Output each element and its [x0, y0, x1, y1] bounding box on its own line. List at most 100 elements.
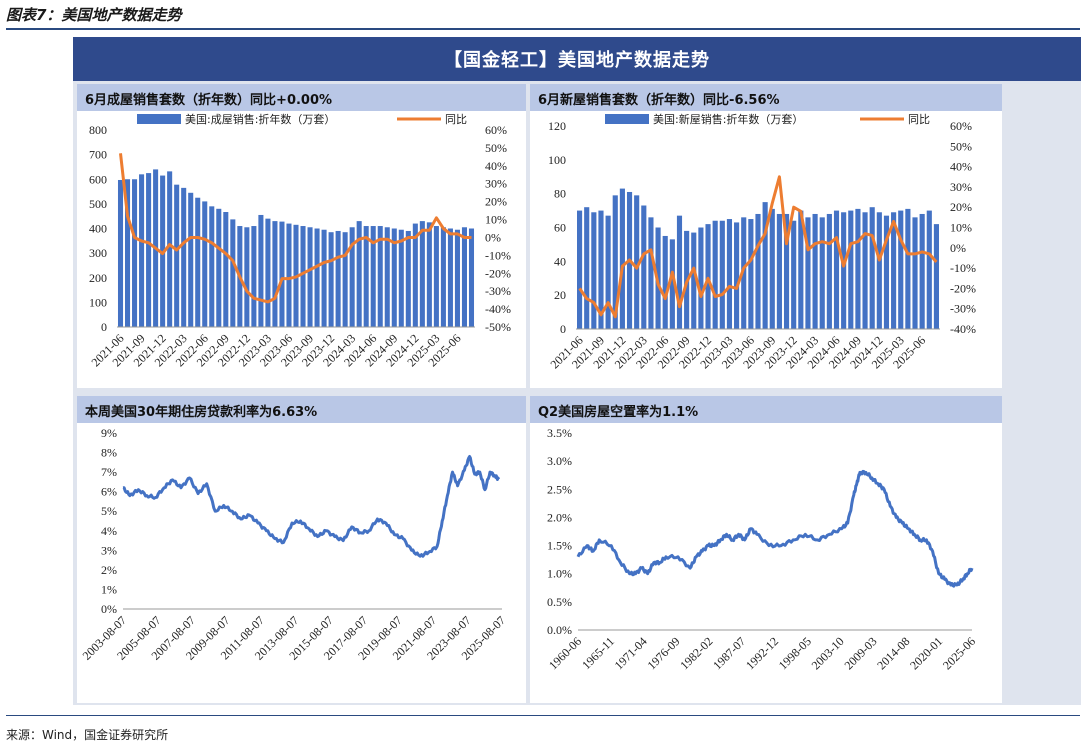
bar	[279, 221, 285, 327]
y-right-tick-label: 30%	[950, 180, 972, 194]
bar	[712, 220, 718, 329]
bar	[440, 227, 446, 327]
bar	[798, 210, 804, 329]
bar	[791, 220, 797, 329]
bar	[641, 205, 647, 329]
x-tick-label: 1976-09	[644, 634, 682, 672]
bar	[342, 232, 348, 327]
bar	[117, 179, 124, 327]
y-left-tick-label: 20	[554, 288, 566, 302]
bar	[762, 202, 768, 329]
y-tick-label: 1.0%	[547, 567, 572, 581]
bar	[876, 212, 882, 329]
panel-title-vacancy-rate: Q2美国房屋空置率为1.1%	[530, 396, 1002, 423]
bar	[826, 213, 832, 329]
yoy-line	[119, 153, 472, 304]
y-right-tick-label: 20%	[950, 200, 972, 214]
y-tick-label: 1%	[101, 582, 117, 596]
bar	[405, 230, 411, 327]
y-tick-label: 7%	[101, 465, 117, 479]
bar	[598, 210, 604, 329]
bar	[174, 184, 180, 327]
legend-bar-label: 美国:成屋销售:折年数（万套）	[185, 112, 335, 126]
bar	[461, 227, 467, 327]
y-right-tick-label: 30%	[485, 177, 507, 191]
y-right-tick-label: -10%	[485, 248, 511, 262]
bar	[433, 226, 439, 327]
bar	[841, 212, 847, 329]
y-tick-label: 5%	[101, 504, 117, 518]
chart-existing-home-sales: 800 700 600 500 400 300 200 100 0 60% 50% 40% 30% 20%…	[88, 112, 511, 369]
y-right-tick-label: 50%	[485, 141, 507, 155]
bar	[468, 228, 475, 327]
y-right-tick-label: 0%	[485, 230, 501, 244]
bar	[314, 228, 320, 327]
x-tick-label: 2003-10	[809, 634, 847, 672]
y-right-tick-label: 40%	[485, 159, 507, 173]
legend-line-label: 同比	[908, 113, 930, 126]
bar	[676, 215, 683, 329]
bar	[132, 179, 138, 327]
bar	[812, 213, 818, 329]
series-line	[576, 469, 974, 588]
y-left-tick-label: 60	[554, 221, 566, 235]
bar	[454, 229, 460, 327]
bar	[377, 226, 383, 327]
bar	[300, 226, 306, 327]
y-tick-label: 1.5%	[547, 539, 572, 553]
y-right-tick-label: 0%	[950, 241, 966, 255]
bar	[167, 171, 173, 327]
source-note: 来源：Wind，国金证券研究所	[6, 728, 169, 742]
bar	[349, 227, 355, 327]
dashboard-banner: 【国金轻工】美国地产数据走势	[73, 37, 1081, 81]
x-tick-label: 2009-03	[841, 634, 879, 672]
x-tick-label: 1987-07	[710, 634, 748, 672]
y-tick-label: 2.5%	[547, 482, 572, 496]
panel-new-home-sales: 6月新屋销售套数（折年数）同比-6.56% 120 100 80 60 40 20 0 60%…	[530, 84, 1002, 388]
bar	[146, 173, 152, 327]
bar	[139, 174, 145, 327]
y-tick-label: 0.0%	[547, 623, 572, 637]
legend-bar-swatch	[137, 114, 181, 124]
y-left-tick-label: 40	[554, 254, 566, 268]
y-left-tick-label: 600	[89, 172, 107, 186]
y-left-tick-label: 120	[548, 119, 566, 133]
bar	[869, 207, 875, 329]
series-line	[122, 455, 500, 558]
y-left-tick-label: 100	[89, 295, 107, 309]
y-tick-label: 3%	[101, 543, 117, 557]
panel-title-mortgage-rate: 本周美国30年期住房贷款利率为6.63%	[77, 396, 526, 423]
y-right-tick-label: 60%	[485, 123, 507, 137]
y-tick-label: 8%	[101, 446, 117, 460]
x-tick-label: 1982-02	[677, 634, 715, 672]
bar	[286, 223, 292, 327]
panel-mortgage-rate: 本周美国30年期住房贷款利率为6.63% 9% 8% 7% 6% 5% 4% 3% 2% 1% 0…	[77, 396, 526, 703]
bar	[648, 217, 654, 329]
y-left-tick-label: 400	[89, 222, 107, 236]
legend-line-label: 同比	[445, 113, 467, 126]
bar	[356, 221, 362, 327]
y-left-tick-label: 300	[89, 246, 107, 260]
bar	[419, 221, 425, 327]
bar	[321, 229, 327, 327]
x-tick-label: 1971-04	[612, 634, 650, 672]
x-tick-label: 1998-05	[776, 634, 814, 672]
bar	[447, 228, 453, 327]
x-tick-label: 1960-06	[546, 634, 584, 672]
bar	[223, 212, 229, 327]
chart-new-home-sales: 120 100 80 60 40 20 0 60% 50% 40% 30% 20% 10% 0% -10% -…	[548, 112, 976, 371]
bar	[705, 224, 711, 329]
y-tick-label: 0%	[101, 602, 117, 616]
y-left-tick-label: 0	[101, 320, 107, 334]
bar	[612, 195, 618, 329]
legend-bar-label: 美国:新屋销售:折年数（万套）	[653, 112, 803, 126]
y-left-tick-label: 80	[554, 187, 566, 201]
bar	[391, 228, 397, 327]
y-tick-label: 9%	[101, 426, 117, 440]
y-right-tick-label: 10%	[485, 213, 507, 227]
top-divider	[6, 28, 1080, 30]
bar	[805, 217, 811, 329]
bar	[426, 222, 432, 327]
y-tick-label: 4%	[101, 524, 117, 538]
bar	[398, 229, 404, 327]
